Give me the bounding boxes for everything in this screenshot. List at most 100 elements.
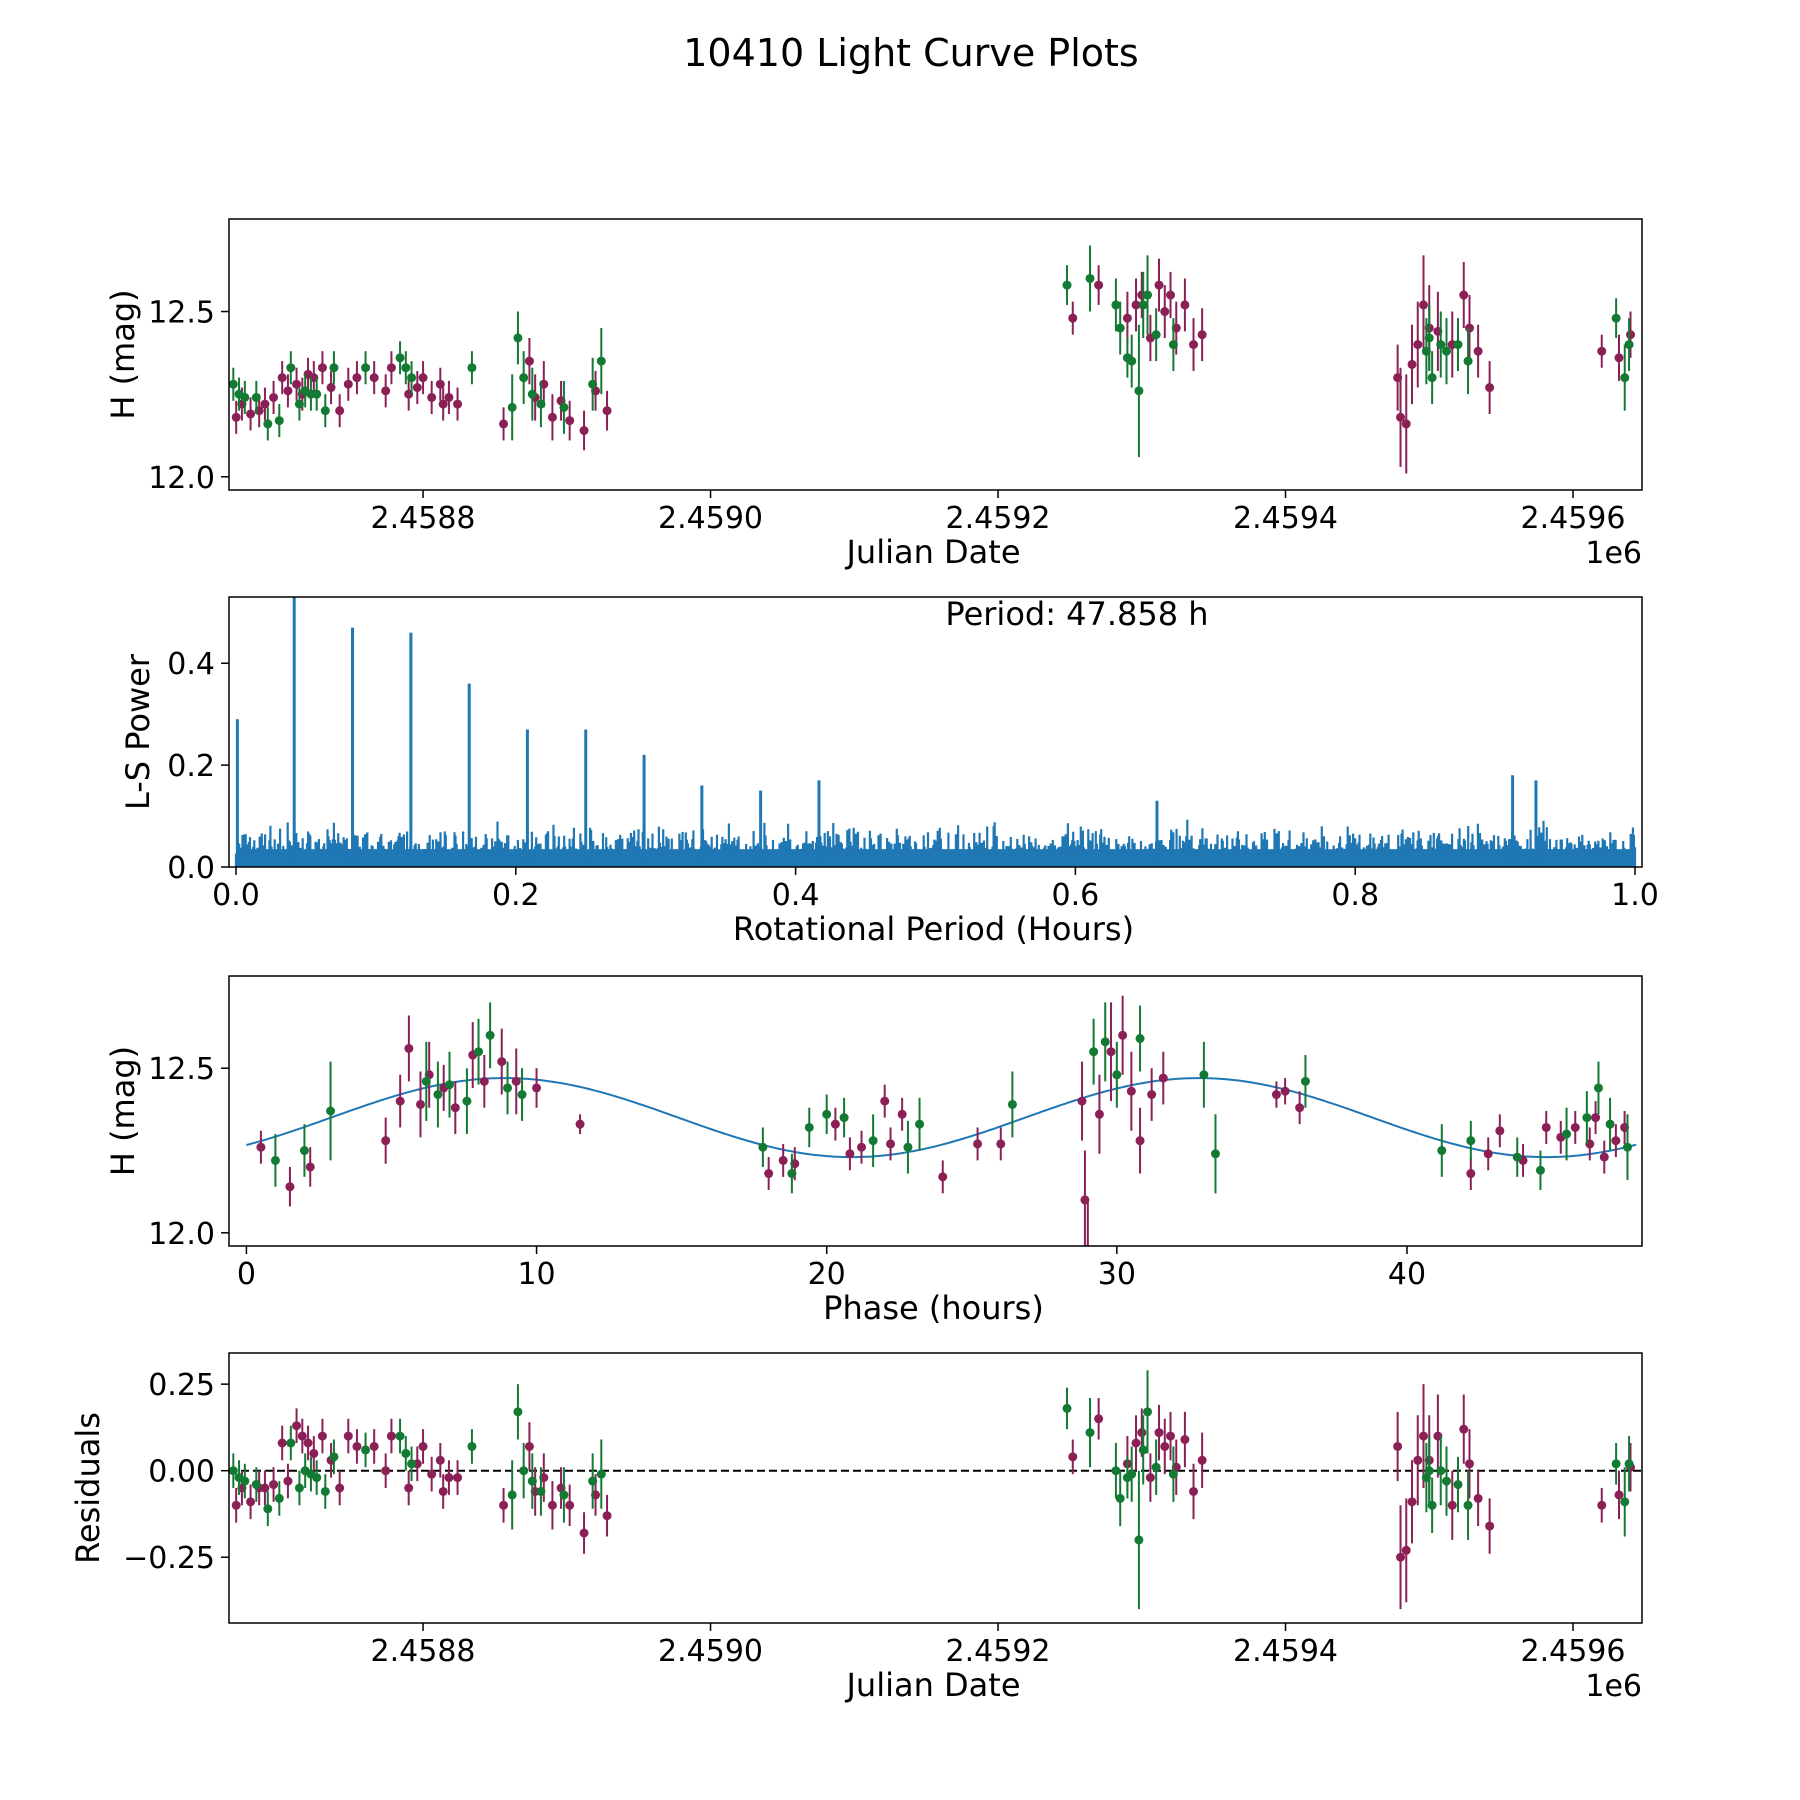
data-point	[401, 363, 411, 373]
data-point	[305, 1162, 315, 1172]
data-point	[294, 399, 304, 409]
data-point	[822, 1109, 832, 1119]
data-point	[1007, 1099, 1017, 1109]
data-point	[453, 1473, 463, 1483]
data-point	[1473, 1493, 1483, 1503]
data-point	[453, 399, 463, 409]
data-point	[427, 1469, 437, 1479]
data-point	[1626, 330, 1636, 340]
data-point	[1459, 290, 1469, 300]
data-point	[1624, 340, 1634, 350]
data-point	[326, 383, 336, 393]
data-point	[547, 412, 557, 422]
data-point	[1442, 346, 1452, 356]
data-point	[1115, 323, 1125, 333]
data-point	[274, 1493, 284, 1503]
data-point	[1622, 1142, 1632, 1152]
data-point	[1168, 340, 1178, 350]
data-point	[1085, 1428, 1095, 1438]
data-point	[1126, 1086, 1136, 1096]
data-point	[1611, 1459, 1621, 1469]
data-point	[1154, 280, 1164, 290]
data-point	[596, 1469, 606, 1479]
data-point	[381, 1136, 391, 1146]
data-point	[1138, 300, 1148, 310]
data-point	[444, 392, 454, 402]
data-point	[1127, 1469, 1137, 1479]
data-point	[1197, 330, 1207, 340]
data-point	[897, 1109, 907, 1119]
data-point	[1077, 1096, 1087, 1106]
x-tick-label: 0.6	[1052, 878, 1100, 913]
data-point	[830, 1119, 840, 1129]
data-point	[343, 1431, 353, 1441]
data-point	[1535, 1165, 1545, 1175]
residuals-x-offset-label: 1e6	[1585, 1669, 1642, 1704]
data-point	[1465, 323, 1475, 333]
data-point	[1605, 1119, 1615, 1129]
data-point	[381, 1466, 391, 1476]
y-tick-label: 12.0	[148, 461, 215, 496]
data-point	[915, 1119, 925, 1129]
data-point	[404, 1483, 414, 1493]
x-tick-label: 1.0	[1611, 878, 1659, 913]
data-point	[579, 426, 589, 436]
data-point	[845, 1149, 855, 1159]
data-point	[1166, 1431, 1176, 1441]
data-point	[507, 1490, 517, 1500]
data-point	[292, 379, 302, 389]
data-point	[507, 402, 517, 412]
data-point	[1111, 300, 1121, 310]
data-point	[1122, 313, 1132, 323]
data-point	[1160, 1441, 1170, 1451]
data-point	[1611, 1136, 1621, 1146]
data-point	[1062, 1403, 1072, 1413]
phased-y-axis-label: H (mag)	[104, 1046, 142, 1176]
phased-panel: 0 10 20 30 40 12.0 12.5 Phase (hours) H (mag)	[104, 975, 1643, 1327]
data-point	[1100, 1037, 1110, 1047]
periodogram-x-axis-label: Rotational Period (Hours)	[733, 910, 1134, 948]
data-point	[1393, 1441, 1403, 1451]
data-point	[386, 363, 396, 373]
residuals-y-axis-label: Residuals	[69, 1412, 107, 1564]
data-point	[764, 1169, 774, 1179]
data-point	[335, 406, 345, 416]
data-point	[1180, 300, 1190, 310]
data-point	[1483, 1149, 1493, 1159]
data-point	[317, 363, 327, 373]
data-point	[1280, 1086, 1290, 1096]
data-point	[407, 373, 417, 383]
data-point	[1271, 1090, 1281, 1100]
data-point	[479, 1076, 489, 1086]
data-point	[536, 399, 546, 409]
x-tick-label: 2.4594	[1233, 1634, 1338, 1669]
data-point	[274, 416, 284, 426]
data-point	[1597, 346, 1607, 356]
data-point	[758, 1142, 768, 1152]
data-point	[996, 1139, 1006, 1149]
data-point	[418, 373, 428, 383]
data-point	[401, 1448, 411, 1458]
data-point	[1068, 313, 1078, 323]
data-point	[886, 1139, 896, 1149]
x-tick-label: 2.4592	[946, 1634, 1051, 1669]
data-point	[1495, 1126, 1505, 1136]
data-point	[1611, 313, 1621, 323]
data-point	[1210, 1149, 1220, 1159]
data-point	[1442, 1476, 1452, 1486]
phased-series-filter-B	[270, 1002, 1632, 1194]
data-point	[596, 356, 606, 366]
data-point	[1189, 1486, 1199, 1496]
data-point	[251, 392, 261, 402]
data-point	[277, 1438, 287, 1448]
y-tick-label: 0.25	[148, 1368, 215, 1403]
lightcurve-frame	[228, 218, 1643, 491]
data-point	[1614, 353, 1624, 363]
data-point	[231, 412, 241, 422]
data-point	[312, 389, 322, 399]
data-point	[292, 1421, 302, 1431]
x-tick-label: 0.2	[492, 878, 540, 913]
data-point	[269, 392, 279, 402]
data-point	[1624, 1459, 1634, 1469]
